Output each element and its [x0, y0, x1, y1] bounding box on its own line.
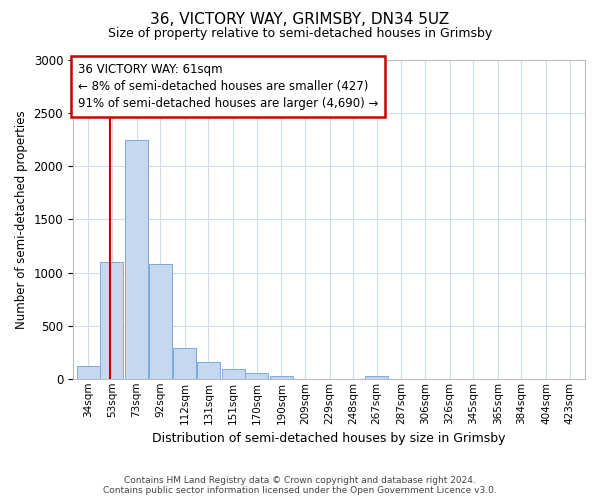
Bar: [221, 369, 245, 379]
Text: 36 VICTORY WAY: 61sqm
← 8% of semi-detached houses are smaller (427)
91% of semi: 36 VICTORY WAY: 61sqm ← 8% of semi-detac…: [78, 63, 378, 110]
X-axis label: Distribution of semi-detached houses by size in Grimsby: Distribution of semi-detached houses by …: [152, 432, 506, 445]
Bar: [125, 140, 148, 379]
Bar: [100, 262, 124, 379]
Y-axis label: Number of semi-detached properties: Number of semi-detached properties: [15, 110, 28, 328]
Bar: [77, 366, 100, 379]
Text: 36, VICTORY WAY, GRIMSBY, DN34 5UZ: 36, VICTORY WAY, GRIMSBY, DN34 5UZ: [151, 12, 449, 28]
Text: Contains HM Land Registry data © Crown copyright and database right 2024.
Contai: Contains HM Land Registry data © Crown c…: [103, 476, 497, 495]
Bar: [197, 362, 220, 379]
Bar: [245, 374, 268, 379]
Bar: [270, 376, 293, 379]
Bar: [173, 348, 196, 379]
Bar: [365, 376, 388, 379]
Text: Size of property relative to semi-detached houses in Grimsby: Size of property relative to semi-detach…: [108, 28, 492, 40]
Bar: [149, 264, 172, 379]
